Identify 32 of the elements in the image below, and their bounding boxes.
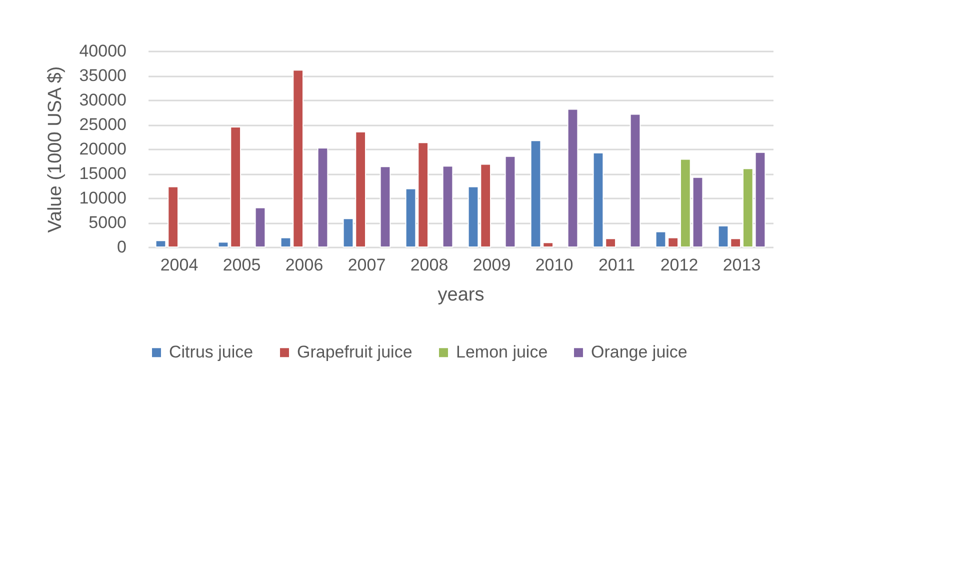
y-tick-label: 40000 — [79, 42, 126, 60]
y-axis-title: Value (1000 USA $) — [45, 66, 66, 233]
bar — [442, 166, 454, 248]
bar — [317, 148, 328, 248]
x-tick-label: 2007 — [348, 256, 386, 274]
legend-label: Grapefruit juice — [297, 342, 412, 362]
y-tick-label: 0 — [117, 238, 126, 256]
bar — [630, 114, 641, 248]
legend-label: Citrus juice — [169, 342, 254, 362]
x-tick-label: 2008 — [410, 256, 448, 274]
x-tick-label: 2004 — [160, 256, 198, 274]
y-tick-label: 10000 — [79, 188, 126, 208]
bar — [567, 108, 578, 248]
y-tick-label: 20000 — [79, 140, 126, 158]
y-tick-label: 15000 — [79, 164, 126, 183]
x-axis-title: years — [438, 284, 484, 306]
x-tick-label: 2010 — [535, 256, 574, 274]
x-tick-label: 2009 — [472, 256, 511, 274]
x-tick-label: 2012 — [660, 256, 698, 274]
x-tick-label: 2005 — [222, 256, 261, 274]
legend-label: Lemon juice — [456, 342, 548, 362]
y-tick-label: 25000 — [79, 115, 126, 134]
legend-label: Orange juice — [591, 342, 688, 362]
y-tick-label: 5000 — [88, 213, 126, 232]
y-tick-label: 35000 — [79, 66, 126, 85]
x-tick-label: 2013 — [722, 256, 761, 274]
bar — [504, 156, 516, 248]
x-tick-label: 2006 — [285, 256, 324, 274]
x-tick-label: 2011 — [598, 256, 636, 274]
y-tick-label: 30000 — [79, 90, 126, 110]
bar — [254, 207, 266, 248]
bar — [380, 166, 391, 248]
